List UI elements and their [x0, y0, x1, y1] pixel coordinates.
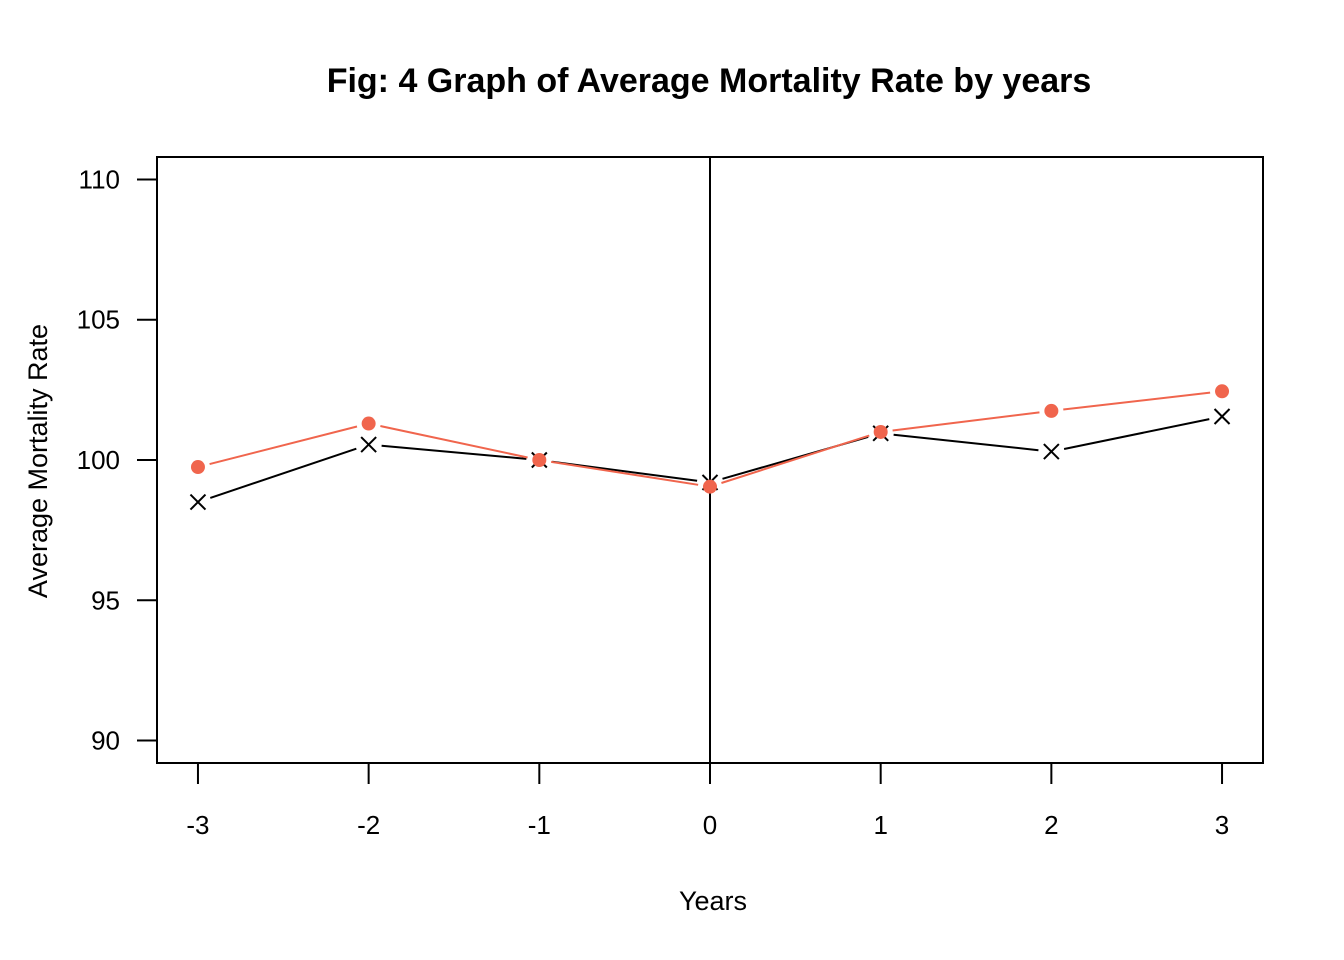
- x-tick-label: 3: [1215, 810, 1229, 840]
- series-1: [190, 384, 1230, 494]
- y-tick-label: 100: [77, 445, 120, 475]
- x-axis-title: Years: [679, 886, 747, 916]
- series-line-segment: [380, 425, 528, 459]
- series-line-segment: [892, 411, 1040, 432]
- y-axis-title: Average Mortality Rate: [23, 324, 53, 598]
- series-line-segment: [893, 433, 1039, 452]
- series-line-segment: [551, 460, 699, 486]
- data-point-cross: [189, 493, 207, 511]
- x-tick-label: 2: [1044, 810, 1058, 840]
- series-layer: [189, 384, 1231, 511]
- x-tick-label: -2: [357, 810, 380, 840]
- data-point-circle: [873, 424, 888, 439]
- series-line-segment: [721, 434, 870, 484]
- chart-title: Fig: 4 Graph of Average Mortality Rate b…: [327, 62, 1092, 100]
- series-line-segment: [1063, 391, 1211, 411]
- data-point-circle: [361, 416, 376, 431]
- y-tick-label: 110: [79, 164, 120, 194]
- y-tick-label: 95: [91, 585, 120, 615]
- data-point-cross: [1043, 443, 1060, 460]
- series-line-segment: [209, 425, 358, 466]
- data-point-circle: [190, 460, 205, 475]
- series-line-segment: [1063, 418, 1210, 450]
- x-axis: -3 -2 -1 0 1 2 3: [186, 762, 1229, 840]
- y-tick-label: 90: [91, 726, 120, 756]
- data-point-cross: [360, 436, 377, 453]
- y-axis: 90 95 100 105 110: [77, 164, 158, 756]
- y-tick-label: 105: [77, 305, 120, 335]
- data-point-cross: [1213, 408, 1231, 425]
- x-tick-label: -1: [528, 810, 551, 840]
- data-point-circle: [1044, 403, 1059, 418]
- data-point-circle: [532, 453, 547, 467]
- data-point-circle: [1215, 384, 1230, 399]
- data-point-circle: [703, 479, 717, 494]
- series-line-segment: [381, 444, 527, 460]
- x-tick-label: 1: [873, 810, 887, 840]
- x-tick-label: -3: [186, 810, 209, 840]
- x-tick-label: 0: [703, 810, 717, 840]
- series-line-segment: [209, 447, 357, 499]
